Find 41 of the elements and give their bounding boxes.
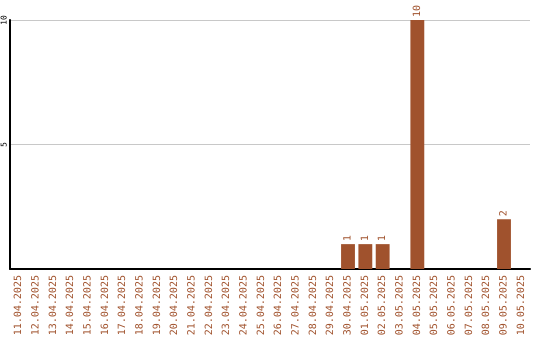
data-label: 1 <box>360 235 371 242</box>
x-tick-label: 09.05.2025 <box>498 275 510 336</box>
bar <box>410 20 424 269</box>
x-tick-label: 27.04.2025 <box>290 275 302 336</box>
x-tick-label: 04.05.2025 <box>412 275 423 336</box>
x-tick-label: 16.04.2025 <box>100 275 111 336</box>
x-tick-label: 19.04.2025 <box>152 275 163 336</box>
x-tick-label: 26.04.2025 <box>273 275 284 336</box>
x-tick-label: 24.04.2025 <box>238 275 250 336</box>
y-tick-label: 5 <box>0 142 8 147</box>
x-tick-label: 13.04.2025 <box>48 275 59 336</box>
x-tick-label: 20.04.2025 <box>169 275 180 336</box>
x-tick-label: 25.04.2025 <box>256 275 267 336</box>
x-tick-label: 28.04.2025 <box>308 275 319 336</box>
data-label: 10 <box>412 4 423 17</box>
bar <box>358 244 372 269</box>
data-label: 1 <box>342 235 354 242</box>
x-tick-label: 07.05.2025 <box>464 275 475 336</box>
x-tick-label: 05.05.2025 <box>429 275 440 336</box>
x-tick-label: 22.04.2025 <box>204 275 215 336</box>
data-label: 2 <box>498 210 510 216</box>
x-tick-label: 18.04.2025 <box>134 275 146 336</box>
x-tick-label: 14.04.2025 <box>65 275 76 336</box>
x-tick-label: 02.05.2025 <box>377 275 388 336</box>
x-tick-label: 23.04.2025 <box>221 275 232 336</box>
x-tick-label: 11.04.2025 <box>13 275 24 336</box>
bar <box>497 219 511 269</box>
x-tick-label: 10.05.2025 <box>516 275 527 336</box>
bar <box>376 244 390 269</box>
x-tick-label: 06.05.2025 <box>446 275 458 336</box>
x-tick-label: 29.04.2025 <box>325 275 336 336</box>
x-tick-label: 21.04.2025 <box>186 275 198 336</box>
bar <box>341 244 355 269</box>
x-tick-label: 01.05.2025 <box>360 275 371 336</box>
x-tick-label: 15.04.2025 <box>82 275 94 336</box>
data-label: 1 <box>377 235 388 242</box>
x-tick-label: 12.04.2025 <box>30 275 42 336</box>
x-tick-label: 03.05.2025 <box>394 275 406 336</box>
x-tick-label: 30.04.2025 <box>342 275 354 336</box>
x-tick-label: 17.04.2025 <box>117 275 128 336</box>
x-tick-label: 08.05.2025 <box>481 275 492 336</box>
